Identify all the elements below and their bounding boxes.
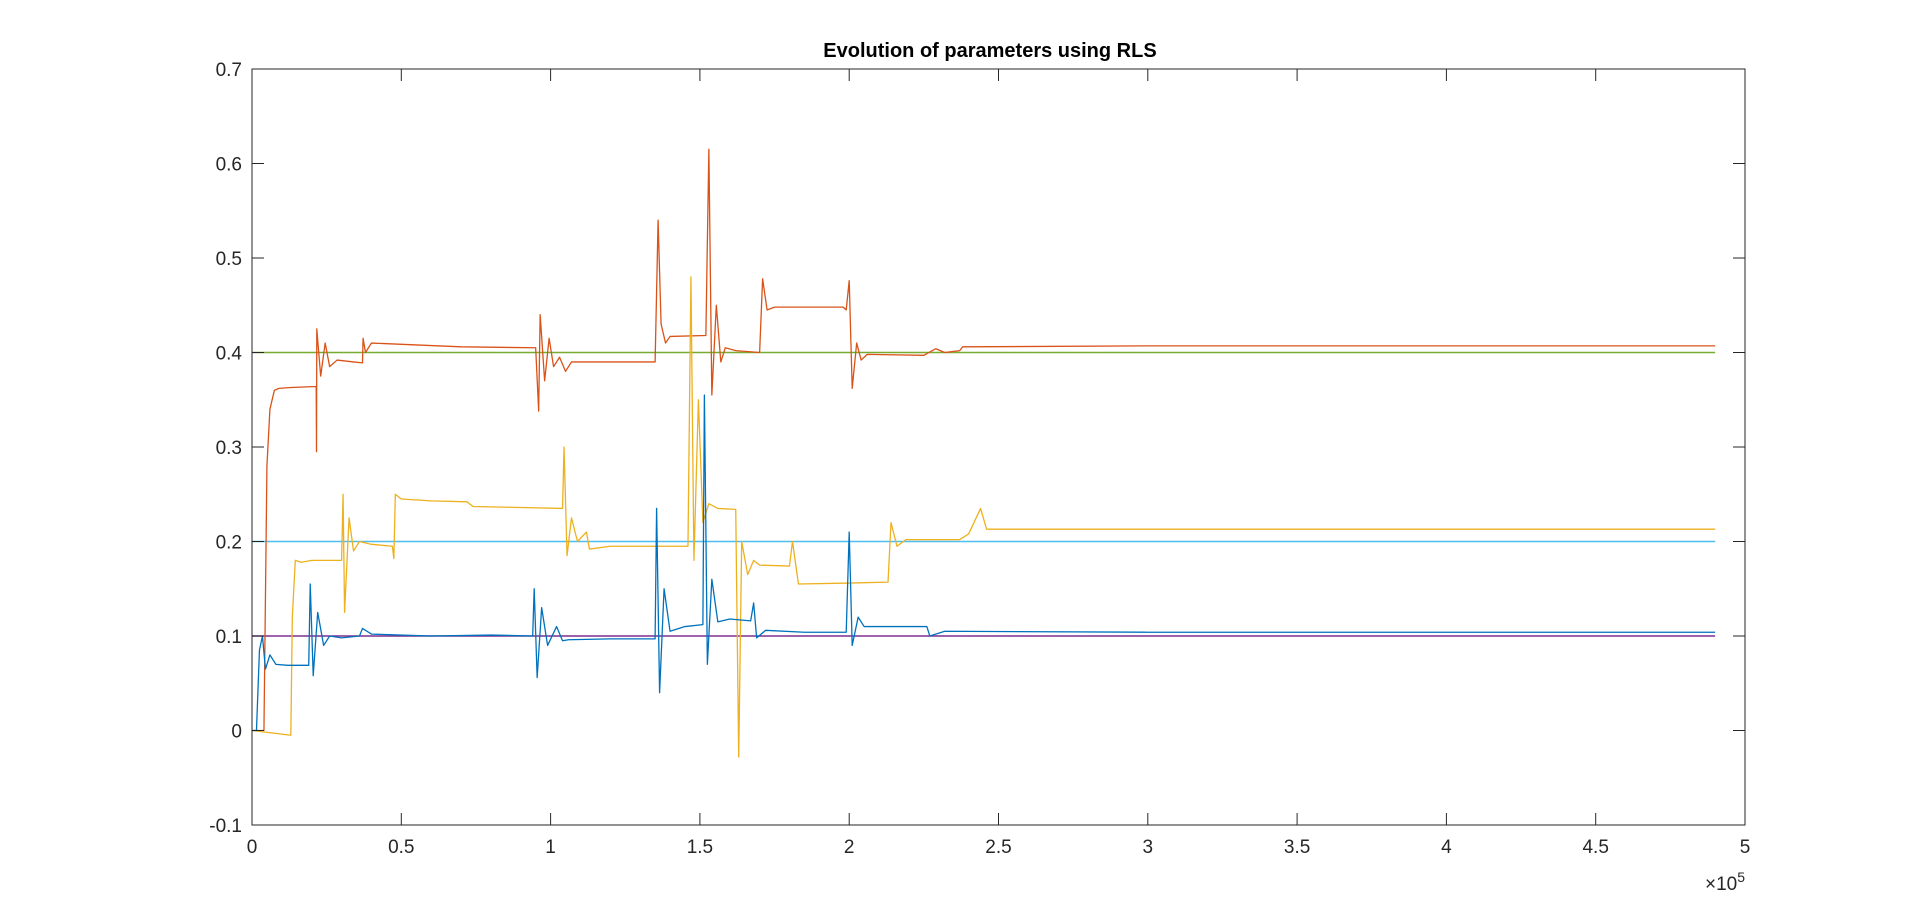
x-tick-label: 4.5 (1582, 837, 1608, 858)
y-tick-label: -0.1 (209, 816, 242, 837)
x-tick-label: 5 (1740, 837, 1751, 858)
y-tick-label: 0.3 (216, 438, 242, 459)
x-tick-label: 0.5 (388, 837, 414, 858)
x-axis-exponent-power: 5 (1737, 869, 1745, 885)
series-layer (251, 148, 1716, 758)
x-tick-label: 3 (1143, 837, 1154, 858)
chart-title: Evolution of parameters using RLS (823, 40, 1156, 62)
x-tick-label: 0 (247, 837, 258, 858)
tick-layer: 0 0.5 1 1.5 2 2.5 3 3.5 4 4.5 5-0.100.10.20.30.40.… (209, 60, 1750, 858)
y-tick-label: 0.5 (216, 249, 242, 270)
x-tick-label: 4 (1441, 837, 1452, 858)
x-tick-label: 1 (545, 837, 556, 858)
x-axis-exponent-label: ×105 (1705, 869, 1745, 895)
y-tick-label: 0.7 (216, 60, 242, 81)
y-tick-label: 0.2 (216, 533, 242, 554)
x-tick-label: 3.5 (1284, 837, 1310, 858)
y-tick-label: 0.6 (216, 155, 242, 176)
series-line-6 (252, 394, 1716, 732)
series-line-5 (251, 276, 1716, 758)
series-line-4 (252, 148, 1716, 732)
x-axis-exponent-base: ×10 (1705, 874, 1737, 895)
y-tick-label: 0.1 (216, 627, 242, 648)
x-tick-label: 1.5 (687, 837, 713, 858)
y-tick-label: 0.4 (216, 344, 243, 365)
x-tick-label: 2 (844, 837, 855, 858)
y-tick-label: 0 (231, 722, 242, 743)
x-tick-label: 2.5 (985, 837, 1011, 858)
